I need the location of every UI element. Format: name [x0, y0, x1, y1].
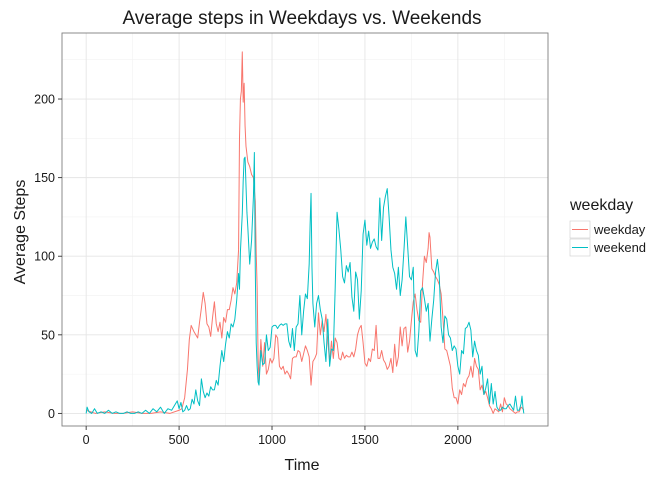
- legend-title: weekday: [569, 197, 633, 214]
- x-axis-title: Time: [285, 457, 320, 474]
- x-tick-label: 0: [83, 433, 90, 447]
- plot-border: [61, 32, 549, 427]
- chart-title: Average steps in Weekdays vs. Weekends: [122, 8, 481, 29]
- legend: weekday weekday weekend: [569, 197, 646, 257]
- series-line-weekday: [85, 51, 525, 414]
- x-tick-label: 2000: [444, 433, 472, 447]
- plot-panel: 0 500 1000 1500 2000 0 50 100 150 200: [34, 32, 549, 447]
- y-tick-label: 50: [41, 328, 55, 342]
- x-tick-label: 1500: [351, 433, 379, 447]
- x-tick-label: 500: [169, 433, 190, 447]
- y-tick-label: 150: [34, 171, 55, 185]
- y-tick-label: 200: [34, 93, 55, 107]
- y-tick-label: 100: [34, 250, 55, 264]
- plot-background: [62, 33, 548, 426]
- x-tick-label: 1000: [258, 433, 286, 447]
- series-line-weekend: [85, 151, 525, 414]
- y-axis-title: Average Steps: [12, 180, 29, 285]
- legend-label-weekday: weekday: [593, 222, 646, 237]
- legend-label-weekend: weekend: [593, 240, 646, 255]
- y-tick-label: 0: [48, 407, 55, 421]
